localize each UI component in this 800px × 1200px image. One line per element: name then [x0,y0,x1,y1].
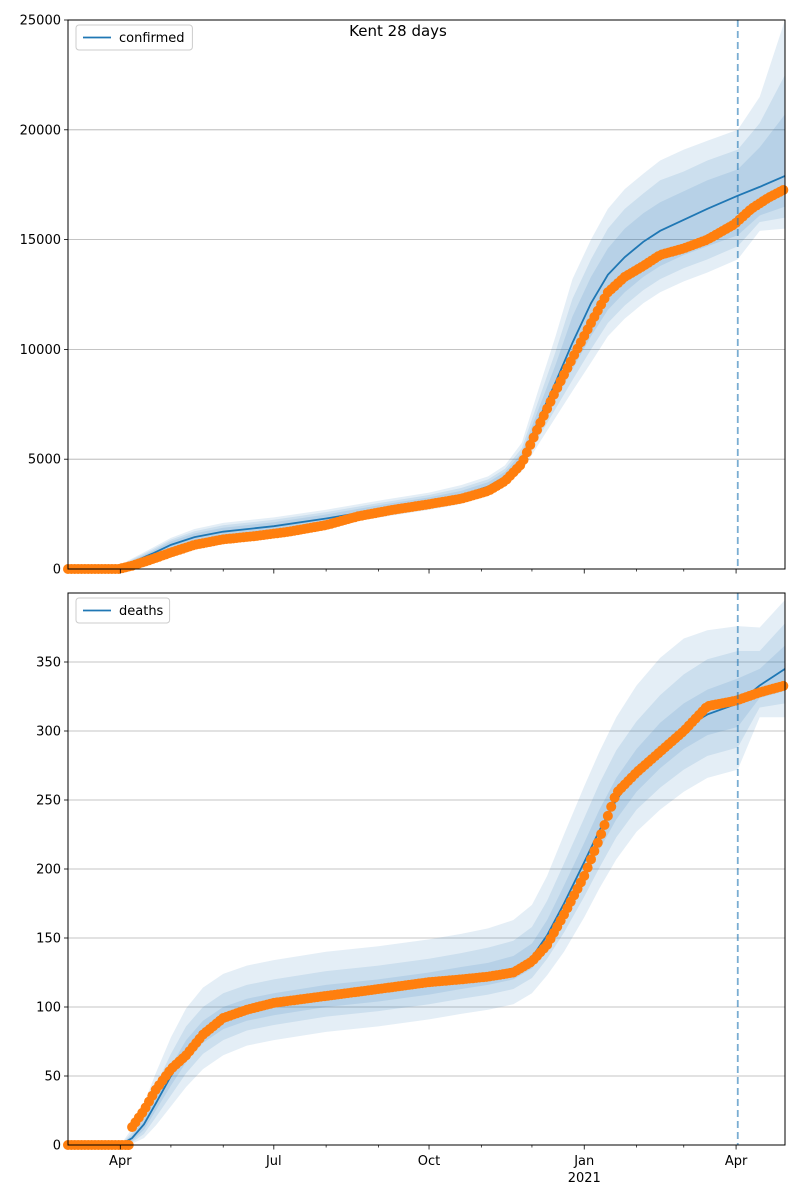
axes-frame [67,19,786,570]
confirmed-panel: 0 5000 10000 15000 20000 25000 confirmed [20,14,789,578]
observed-point [518,454,529,465]
uncertainty-band [68,645,785,1145]
x-tick-label: Jul [265,1154,282,1169]
y-tick-label: 300 [36,725,61,740]
observed-point [596,829,607,840]
observed-series [63,184,789,574]
observed-point [585,854,596,865]
observed-point [579,870,590,881]
deaths-panel: 0 50 100 150 200 250 300 350 Apr Jul Oct Jan 2021 Apr… [36,592,789,1186]
observed-point [778,184,789,195]
legend-box [75,597,171,624]
y-tick-label: 150 [36,932,61,947]
observed-point [528,432,539,443]
y-tick-label: 10000 [20,343,61,358]
y-tick-label: 25000 [20,14,61,29]
legend-label: deaths [119,604,164,619]
y-tick-label: 350 [36,656,61,671]
observed-point [521,447,532,458]
x-tick-label: Apr [725,1154,748,1169]
observed-point [599,819,610,830]
observed-point [592,837,603,848]
y-tick-label: 5000 [28,453,61,468]
x-tick-label: Jan [573,1154,594,1169]
legend-label: confirmed [119,31,185,46]
y-tick-label: 0 [53,1139,61,1154]
chart-title: Kent 28 days [349,22,447,40]
observed-point [602,810,613,821]
x-tick-label: Oct [418,1154,440,1169]
y-tick-label: 50 [44,1070,61,1085]
legend: confirmed [75,24,193,51]
y-tick-label: 0 [53,563,61,578]
axes-frame [67,592,786,1146]
legend: deaths [75,597,171,624]
y-tick-label: 20000 [20,123,61,138]
observed-point [525,439,536,450]
legend-box [75,24,193,51]
observed-point [778,680,789,691]
observed-point [606,801,617,812]
observed-point [589,846,600,857]
uncertainty-band [68,20,785,569]
y-tick-label: 15000 [20,233,61,248]
y-tick-label: 200 [36,863,61,878]
observed-point [582,862,593,873]
x-tick-year-label: 2021 [568,1171,601,1186]
x-tick-label: Apr [109,1154,132,1169]
y-tick-label: 250 [36,794,61,809]
y-tick-label: 100 [36,1001,61,1016]
